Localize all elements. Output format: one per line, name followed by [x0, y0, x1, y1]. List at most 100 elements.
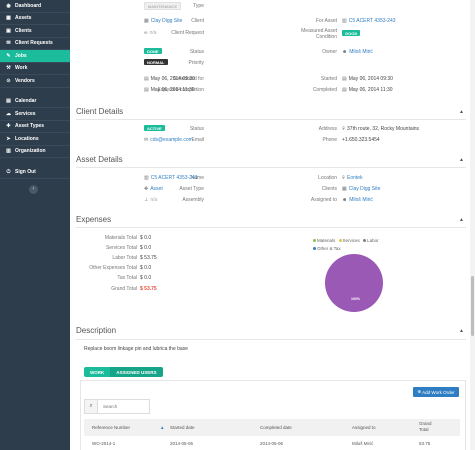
client-request-value: n/a: [149, 30, 157, 36]
client-request-label: Client Request: [171, 30, 204, 36]
sort-icon[interactable]: ▲: [160, 425, 165, 430]
scrollbar[interactable]: [470, 0, 475, 450]
scrollbar-thumb[interactable]: [471, 276, 474, 336]
pie-slice-labor: [325, 254, 383, 312]
tax-total-label: Tax Total: [117, 275, 137, 281]
started-date-cell: 2014-05-06: [170, 441, 194, 446]
column-header-assigned[interactable]: Assigned to: [352, 425, 376, 430]
sidebar-item-assets[interactable]: ▦ Assets: [0, 13, 70, 25]
sidebar-item-label: Assets: [15, 15, 32, 22]
link-icon: ∞: [144, 30, 148, 36]
column-header-completed[interactable]: Completed date: [260, 425, 292, 430]
sidebar-item-label: Work: [15, 65, 28, 72]
search-icon: ⌕: [85, 400, 98, 413]
chevron-up-icon[interactable]: ▲: [459, 217, 464, 223]
other-expenses-total-label: Other Expenses Total: [89, 265, 137, 271]
sidebar-item-work[interactable]: ⚒ Work: [0, 63, 70, 75]
sidebar-item-asset-types[interactable]: ✚ Asset Types: [0, 121, 70, 133]
user-icon: ☻: [342, 197, 348, 203]
sidebar-item-label: Asset Types: [15, 123, 45, 130]
calendar-icon: ▤: [144, 76, 149, 82]
owner-link[interactable]: Miloš Mirić: [349, 49, 373, 55]
assigned-to-link[interactable]: Miloš Mirić: [349, 197, 373, 203]
chevron-up-icon[interactable]: ▲: [459, 328, 464, 334]
barcode-icon: ▥: [342, 18, 347, 24]
sidebar-item-label: Sign Out: [15, 168, 36, 175]
asset-details-title: Asset Details: [76, 155, 123, 164]
sidebar-item-sign-out[interactable]: ⏻ Sign Out: [0, 166, 70, 179]
sidebar-item-jobs[interactable]: ✎ Jobs: [0, 50, 70, 63]
sidebar-item-clients[interactable]: ▣ Clients: [0, 25, 70, 38]
calendar-icon: ▤: [144, 87, 149, 93]
sidebar-item-label: Dashboard: [15, 2, 42, 9]
chevron-up-icon[interactable]: ▲: [459, 157, 464, 163]
email-link[interactable]: cds@example.com: [150, 137, 193, 143]
tax-total-value: $ 0.0: [140, 275, 152, 281]
type-label: Type: [193, 3, 204, 9]
client-details-title: Client Details: [76, 107, 124, 116]
clients-icon: ▣: [6, 27, 11, 34]
user-icon: ☻: [342, 49, 348, 55]
services-total-value: $ 0.0: [140, 245, 152, 251]
tab-work[interactable]: WORK: [84, 367, 111, 377]
sidebar-item-services[interactable]: ☁ Services: [0, 108, 70, 121]
sidebar-spacer: [0, 88, 70, 96]
tag-icon: ✚: [144, 186, 149, 192]
reference-link[interactable]: WO-2014-1: [92, 441, 116, 446]
calendar-icon: ▤: [6, 98, 11, 105]
divider: [76, 167, 466, 168]
sidebar-item-label: Locations: [15, 135, 39, 142]
expected-completion-label: Expected completion: [157, 87, 204, 93]
services-icon: ☁: [6, 110, 11, 117]
column-header-grand-total[interactable]: Grand Total: [419, 421, 432, 432]
sidebar-item-organization[interactable]: ▥ Organization: [0, 146, 70, 158]
email-label: Email: [191, 137, 204, 143]
measured-condition-label: Measured Asset Condition: [301, 28, 337, 40]
client-status-badge: ACTIVE: [144, 125, 165, 131]
description-title: Description: [76, 326, 117, 335]
started-label: Started: [320, 76, 337, 82]
column-header-started[interactable]: Started date: [170, 425, 195, 430]
table-row: WO-2014-1 2014-05-06 2014-05-06 Miloš Mi…: [84, 438, 460, 450]
sidebar-item-client-requests[interactable]: ✉ Client Requests: [0, 38, 70, 50]
jobs-icon: ✎: [6, 52, 11, 59]
sign-out-icon: ⏻: [6, 168, 11, 175]
owner-label: Owner: [322, 49, 337, 55]
priority-label: Priority: [188, 60, 204, 66]
sidebar-item-vendors[interactable]: ⊙ Vendors: [0, 75, 70, 88]
add-work-order-button[interactable]: ⊕ Add Work Order: [413, 387, 459, 397]
asset-name-link[interactable]: C5 ACERT 4353-243: [150, 175, 198, 181]
location-label: Location: [318, 175, 337, 181]
client-link[interactable]: Clay Digg Site: [150, 18, 183, 24]
calendar-icon: ▤: [342, 76, 347, 82]
divider: [76, 339, 466, 340]
chevron-up-icon[interactable]: ▲: [459, 109, 464, 115]
for-asset-label: For Asset: [315, 18, 337, 24]
location-link[interactable]: Eontek: [347, 175, 363, 181]
calendar-icon: ▤: [342, 87, 347, 93]
type-badge: MAINTENANCE: [144, 2, 182, 10]
condition-badge: GOOD: [342, 30, 361, 36]
description-text: Replace boom linkage pin and lubrica the…: [84, 346, 188, 352]
for-asset-link[interactable]: C5 ACERT 4353-243: [348, 18, 396, 24]
sitemap-icon: ⊥: [144, 197, 149, 203]
sidebar-item-dashboard[interactable]: ◉ Dashboard: [0, 0, 70, 13]
priority-badge: NORMAL: [144, 59, 168, 65]
clients-link[interactable]: Clay Digg Site: [348, 186, 381, 192]
sidebar-item-label: Jobs: [15, 52, 27, 59]
assembly-label: Assembly: [182, 197, 204, 203]
sidebar-item-locations[interactable]: ➤ Locations: [0, 133, 70, 146]
asset-type-link[interactable]: Asset: [150, 186, 163, 192]
sidebar-spacer: [0, 158, 70, 166]
assembly-value: n/a: [150, 197, 158, 203]
status-label: Status: [189, 49, 204, 55]
scheduled-label: Scheduled for: [173, 76, 204, 82]
search-input[interactable]: [98, 404, 148, 409]
materials-total-label: Materials Total: [104, 235, 137, 241]
building-icon: ▦: [342, 186, 347, 192]
sidebar-item-calendar[interactable]: ▤ Calendar: [0, 96, 70, 108]
tab-assigned-users[interactable]: ASSIGNED USERS: [110, 367, 163, 377]
sidebar-collapse-button[interactable]: ‹: [29, 184, 38, 194]
column-header-reference[interactable]: Reference Number: [92, 425, 131, 430]
assigned-to-link[interactable]: Miloš Mirić: [352, 441, 374, 446]
